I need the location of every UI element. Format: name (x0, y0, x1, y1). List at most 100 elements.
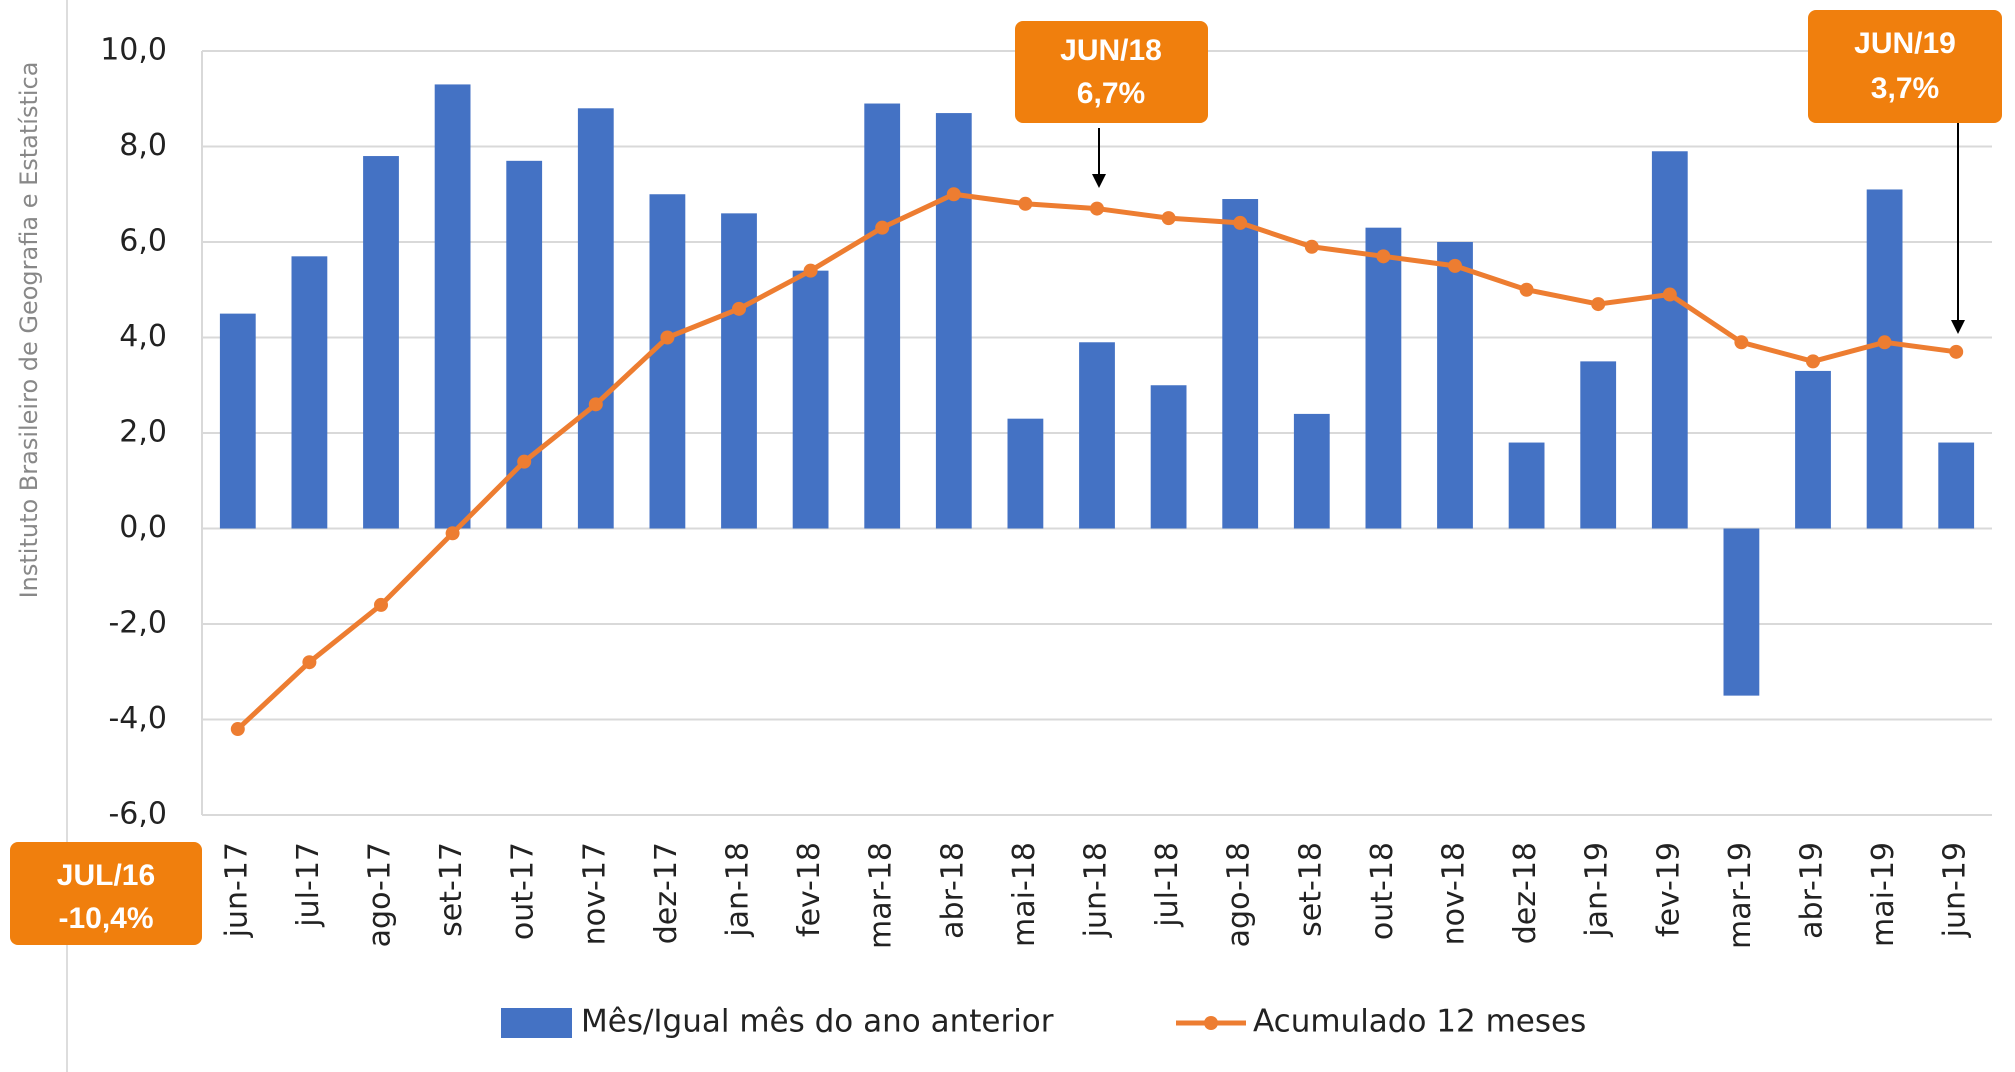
line-point (1662, 287, 1677, 302)
y-tick-label: -2,0 (108, 606, 167, 641)
bar (219, 313, 256, 529)
legend-swatch (501, 1008, 572, 1038)
line-point (1233, 215, 1248, 230)
x-tick-label: jun-17 (219, 842, 254, 938)
bar (577, 108, 614, 529)
annotation-box (1015, 21, 1208, 123)
line-point (946, 187, 961, 202)
bar (935, 113, 972, 529)
legend-swatch-marker (1204, 1016, 1218, 1030)
line-point (875, 220, 890, 235)
bar (1222, 199, 1259, 529)
bar (1007, 418, 1044, 529)
line-point (517, 454, 532, 469)
bar (434, 84, 471, 529)
x-tick-label: abr-19 (1795, 842, 1830, 939)
x-tick-label: jun-19 (1938, 842, 1973, 938)
line-point (1591, 297, 1606, 312)
x-tick-label: dez-17 (649, 842, 684, 944)
x-tick-label: mar-18 (864, 842, 899, 949)
x-tick-label: out-18 (1365, 842, 1400, 940)
line-point (732, 301, 746, 316)
legend-label: Mês/Igual mês do ano anterior (581, 1004, 1054, 1040)
x-tick-label: out-17 (506, 842, 541, 940)
y-tick-label: -6,0 (108, 797, 167, 832)
line-point (374, 597, 388, 612)
annotation-arrowhead (1092, 174, 1106, 188)
bar (1079, 342, 1115, 529)
bar (1580, 361, 1617, 529)
annotation-text: 3,7% (1871, 72, 1939, 105)
y-tick-label: -4,0 (108, 701, 167, 736)
bar (1723, 528, 1760, 696)
bar (792, 270, 829, 529)
x-tick-label: jun-18 (1079, 842, 1114, 938)
line-point (1304, 239, 1319, 254)
bar (363, 156, 399, 529)
annotation-box (1808, 10, 2002, 123)
y-tick-label: 0,0 (119, 510, 167, 545)
line-point (1734, 335, 1749, 350)
line-point (1376, 249, 1391, 264)
y-tick-label: 4,0 (119, 319, 167, 354)
annotation-text: 6,7% (1077, 77, 1145, 110)
line-point (230, 722, 245, 737)
line-point (803, 263, 818, 278)
line-point (1161, 211, 1176, 226)
line-point (445, 526, 460, 541)
y-tick-label: 10,0 (100, 33, 167, 68)
bar (864, 103, 901, 529)
annotation-arrowhead (1951, 320, 1965, 334)
annotation-title: JUN/19 (1854, 27, 1956, 60)
x-tick-label: fev-19 (1651, 842, 1686, 937)
side-label: Instituto Brasileiro de Geografia e Esta… (15, 62, 43, 599)
x-tick-label: nov-17 (577, 842, 612, 945)
x-tick-label: jul-17 (291, 842, 326, 928)
annotation-title: JUN/18 (1060, 34, 1162, 67)
x-tick-label: ago-17 (363, 842, 398, 947)
bar (649, 194, 686, 529)
annotation-box (10, 842, 202, 945)
bar (1938, 442, 1975, 529)
x-tick-label: set-17 (434, 842, 469, 937)
bar (1437, 242, 1473, 529)
y-tick-label: 2,0 (119, 415, 167, 450)
x-tick-label: jul-18 (1150, 842, 1185, 928)
x-tick-label: jan-18 (721, 842, 756, 938)
annotation-title: JUL/16 (57, 859, 155, 892)
bar (1150, 385, 1187, 529)
x-tick-label: mai-19 (1866, 842, 1901, 947)
y-tick-label: 8,0 (119, 128, 167, 163)
y-tick-label: 6,0 (119, 224, 167, 259)
line-point (660, 330, 675, 345)
bar (291, 256, 328, 529)
x-tick-label: jan-19 (1580, 842, 1615, 938)
line-point (588, 397, 603, 412)
line-point (1090, 201, 1104, 216)
bar (1365, 227, 1402, 529)
line-point (1806, 354, 1820, 369)
bar (721, 213, 757, 529)
annotation-text: -10,4% (58, 902, 153, 935)
line-point (302, 655, 317, 670)
x-tick-label: mai-18 (1007, 842, 1042, 947)
line-point (1448, 258, 1462, 273)
x-tick-label: ago-18 (1222, 842, 1257, 947)
line-point (1519, 282, 1534, 297)
line-point (1877, 335, 1892, 350)
line-point (1018, 196, 1033, 211)
legend-label: Acumulado 12 meses (1253, 1004, 1586, 1040)
x-tick-label: abr-18 (935, 842, 970, 939)
line-point (1949, 344, 1964, 359)
bar (1795, 370, 1831, 529)
bar (1651, 151, 1688, 529)
bar (1508, 442, 1545, 529)
bar (1293, 413, 1330, 529)
x-tick-label: set-18 (1293, 842, 1328, 937)
x-tick-label: fev-18 (792, 842, 827, 937)
x-tick-label: nov-18 (1437, 842, 1472, 945)
x-tick-label: mar-19 (1723, 842, 1758, 949)
bar (1866, 189, 1903, 529)
x-tick-label: dez-18 (1508, 842, 1543, 944)
